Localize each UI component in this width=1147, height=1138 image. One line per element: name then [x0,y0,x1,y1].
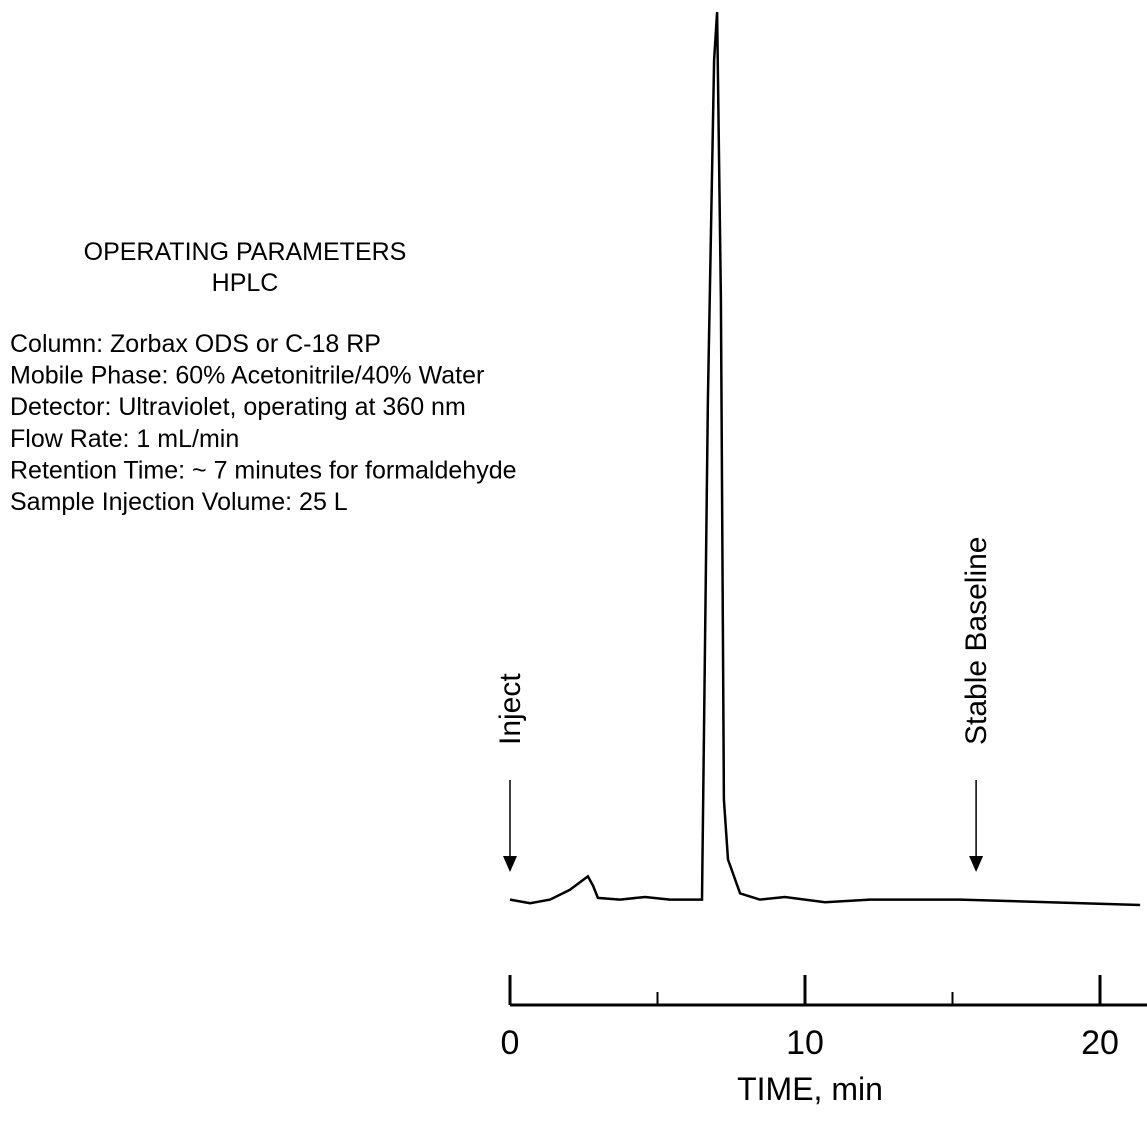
param-line: Detector: Ultraviolet, operating at 360 … [10,393,466,421]
params-subtitle: HPLC [212,269,279,297]
x-tick-label: 0 [501,1024,520,1062]
param-line: Mobile Phase: 60% Acetonitrile/40% Water [10,362,484,390]
param-line: Column: Zorbax ODS or C-18 RP [10,330,381,358]
param-line: Retention Time: ~ 7 minutes for formalde… [10,456,517,484]
param-line: Flow Rate: 1 mL/min [10,425,239,453]
arrow-head [969,856,984,872]
annotation-text: Stable Baseline [960,537,993,745]
param-line: Sample Injection Volume: 25 L [10,488,348,516]
arrow-head [503,856,517,872]
x-axis-label: TIME, min [737,1071,883,1107]
params-title: OPERATING PARAMETERS [84,238,407,266]
x-tick-label: 20 [1081,1024,1119,1062]
x-tick-label: 10 [786,1024,824,1062]
params-lines: Column: Zorbax ODS or C-18 RP Mobile Phas… [10,330,517,516]
annotation-text: Inject [494,673,527,745]
trace [509,11,1141,907]
